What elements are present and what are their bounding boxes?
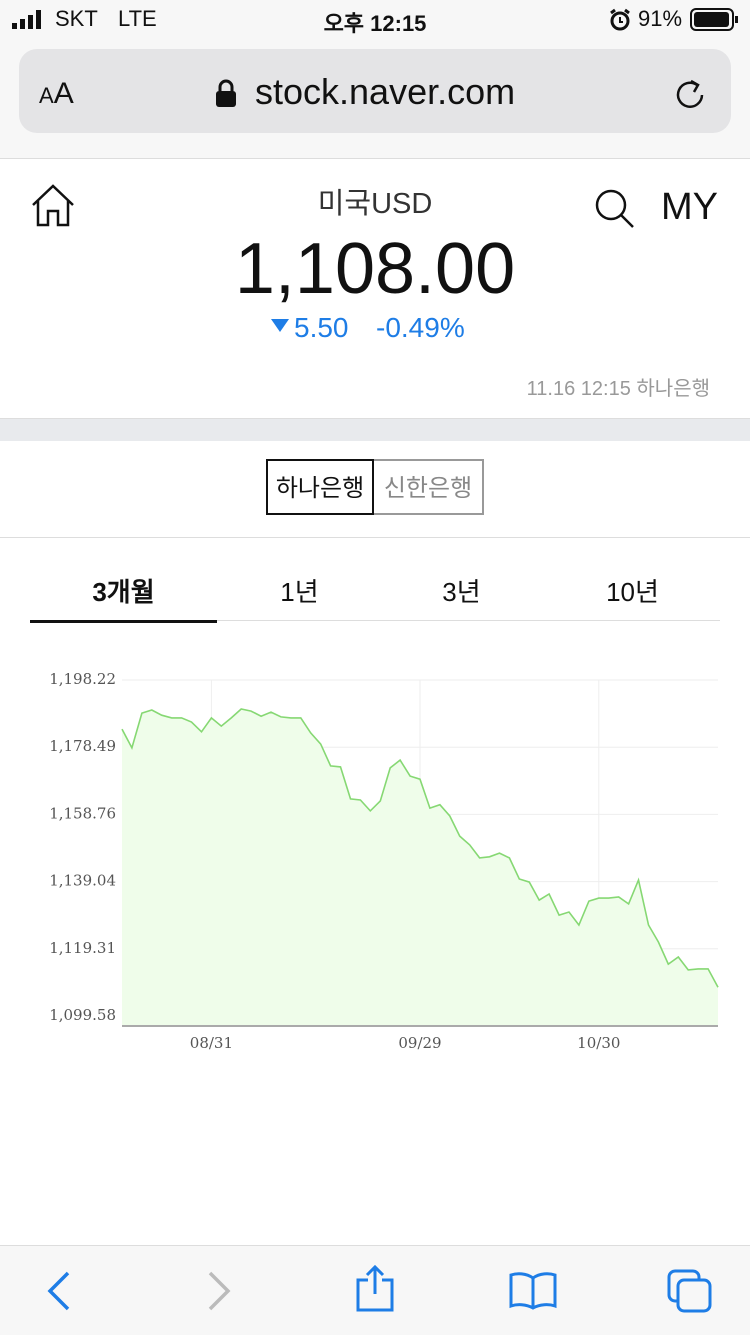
home-icon[interactable] [30, 183, 78, 227]
period-tab[interactable]: 3년 [442, 577, 481, 607]
carrier: SKT [55, 6, 98, 31]
search-icon[interactable] [594, 188, 636, 230]
line [121, 708, 719, 988]
change-percent: -0.49% [376, 312, 465, 343]
toolbar [0, 1245, 750, 1335]
chart: 1,099.58 1,119.31 1,139.04 1,158.76 1,178.49… [49, 670, 719, 1052]
battery-icon [690, 8, 738, 31]
url: stock.naver.com [255, 71, 516, 112]
tab-underline [30, 620, 720, 621]
bank-tabs: 하나은행 신한은행 [266, 459, 484, 517]
y-tick-label: 1,099.58 [49, 1006, 116, 1024]
change: 5.50 [294, 312, 349, 343]
forward-button[interactable] [204, 1270, 234, 1312]
updated-time: 11.16 12:15 하나은행 [526, 378, 710, 400]
network: LTE [118, 6, 157, 31]
area-fill [122, 709, 718, 1026]
currency-title: 미국USD [317, 188, 433, 220]
period-tab-active[interactable]: 3개월 [30, 568, 217, 623]
lock-icon [216, 79, 236, 107]
y-tick-label: 1,139.04 [49, 872, 116, 890]
x-tick-label: 10/30 [577, 1034, 620, 1052]
y-tick-label: 1,158.76 [49, 804, 116, 822]
bank-tab-active[interactable]: 하나은행 [266, 459, 374, 515]
tabs-button[interactable] [666, 1268, 714, 1314]
alarm-icon [610, 8, 630, 31]
y-tick-label: 1,119.31 [49, 939, 116, 957]
down-arrow [271, 319, 289, 332]
status-bar: SKT LTE 오후 12:15 91% [0, 0, 750, 40]
browser-bar: AA stock.naver.com [0, 40, 750, 159]
bookmarks-button[interactable] [508, 1270, 558, 1310]
bank-tab[interactable]: 신한은행 [374, 459, 484, 515]
x-tick-label: 09/29 [398, 1034, 441, 1052]
time: 오후 12:15 [323, 11, 427, 36]
x-tick-label: 08/31 [190, 1034, 233, 1052]
share-button[interactable] [354, 1264, 396, 1314]
divider [0, 418, 750, 441]
period-tab[interactable]: 10년 [606, 577, 659, 607]
y-tick-label: 1,178.49 [49, 737, 116, 755]
y-tick-label: 1,198.22 [49, 670, 116, 688]
back-button[interactable] [44, 1270, 74, 1312]
battery-percent: 91% [638, 6, 683, 31]
url-bar[interactable]: AA stock.naver.com [19, 49, 731, 133]
divider [0, 537, 750, 538]
signal-icon [12, 10, 41, 29]
my-menu[interactable]: MY [661, 186, 718, 228]
period-tab[interactable]: 1년 [280, 577, 319, 607]
reload-icon[interactable] [673, 77, 707, 111]
text-size-button[interactable]: AA [39, 77, 74, 110]
price: 1,108.00 [234, 229, 516, 309]
